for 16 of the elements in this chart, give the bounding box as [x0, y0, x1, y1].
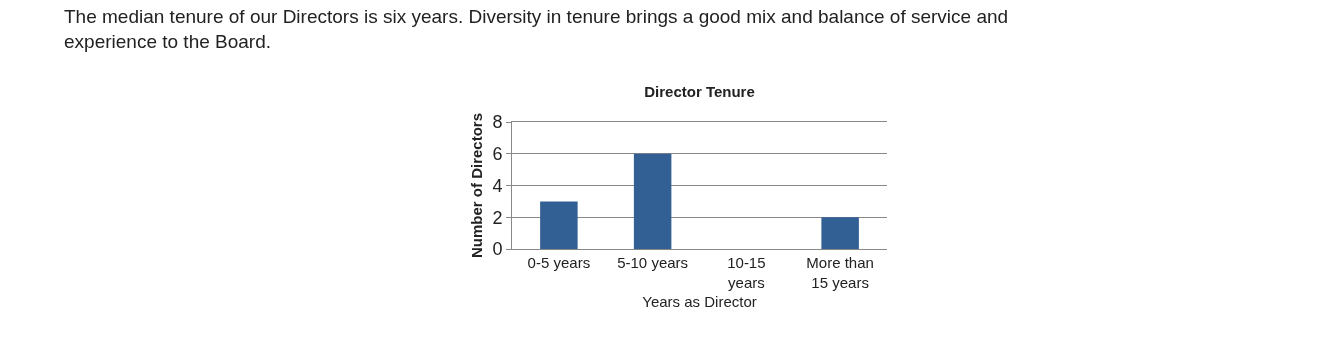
x-tick-label: 10-15 years — [727, 254, 766, 291]
bar — [821, 217, 859, 249]
y-axis-title: Number of Directors — [467, 112, 485, 259]
y-tick-label: 2 — [492, 207, 503, 228]
y-tick-label: 6 — [492, 144, 503, 165]
text: The median tenure of our Directors is six years. Diversity in tenure brings a good mix and balance of service and experience to the Board. — [64, 6, 1009, 52]
bar — [540, 201, 578, 249]
bar — [633, 153, 672, 249]
x-tick-label: More than 15 years — [806, 254, 874, 291]
x-tick-label: 5-10 years — [617, 254, 689, 271]
y-tick-label: 4 — [492, 175, 503, 196]
y-tick-label: 0 — [492, 239, 503, 260]
chart-title: Director Tenure — [644, 83, 755, 101]
x-axis-title: Years as Director — [642, 292, 757, 310]
x-tick-label: 0-5 years — [527, 254, 591, 271]
y-tick-label: 8 — [492, 112, 503, 133]
